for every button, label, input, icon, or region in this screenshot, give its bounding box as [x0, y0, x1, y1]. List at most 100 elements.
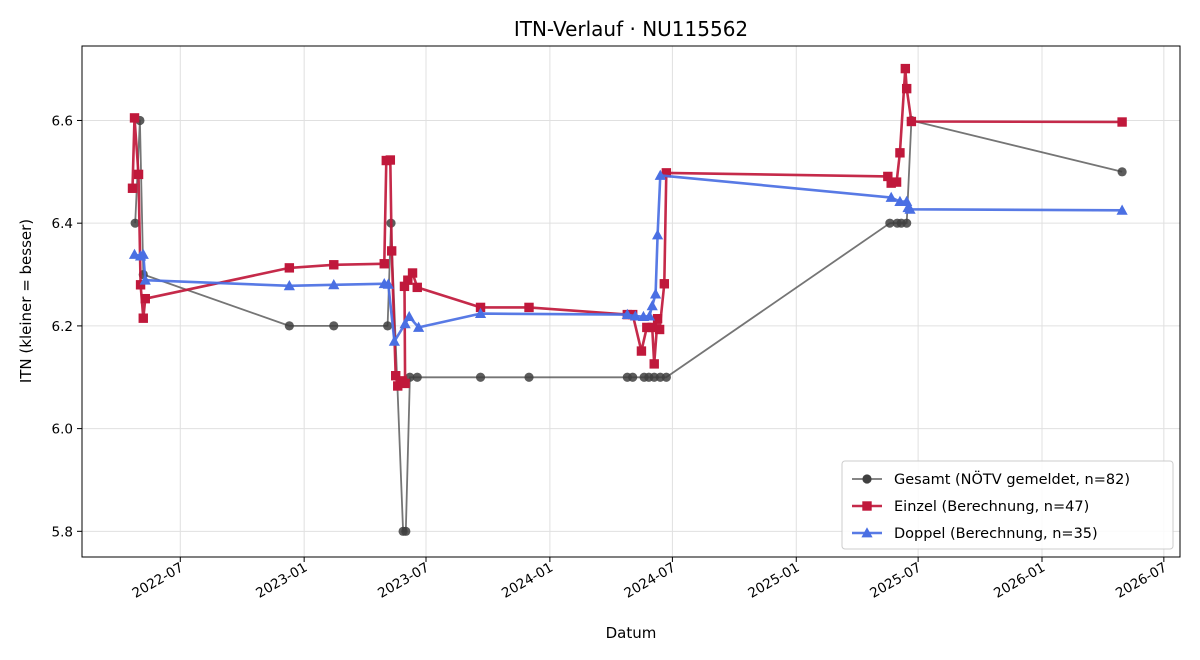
data-point — [906, 116, 917, 127]
y-axis-label: ITN (kleiner = besser) — [17, 219, 35, 383]
y-tick-label: 6.0 — [52, 422, 73, 438]
data-point — [654, 324, 665, 335]
data-point — [391, 371, 401, 381]
data-point — [646, 300, 658, 311]
data-point — [649, 359, 659, 369]
data-point — [127, 183, 138, 193]
data-point — [651, 229, 664, 240]
data-point — [328, 279, 340, 290]
data-point — [654, 169, 666, 180]
data-point — [140, 293, 150, 304]
data-point — [407, 268, 418, 278]
data-point — [383, 321, 393, 331]
legend-label: Gesamt (NÖTV gemeldet, n=82) — [894, 470, 1130, 488]
data-point — [883, 171, 893, 182]
data-point — [885, 218, 895, 228]
data-point — [385, 155, 396, 165]
data-point — [401, 526, 411, 536]
data-point — [474, 307, 487, 318]
data-point — [900, 63, 911, 74]
series-triangle — [128, 169, 1128, 346]
data-point — [628, 372, 638, 382]
data-point — [137, 248, 149, 259]
data-point — [895, 148, 905, 158]
x-tick-label: 2024-01 — [499, 560, 556, 602]
plot-frame — [81, 45, 1181, 558]
legend-marker — [862, 501, 872, 511]
data-point — [386, 246, 397, 256]
data-point — [413, 321, 425, 332]
data-point — [284, 263, 295, 273]
data-point — [524, 372, 534, 382]
data-point — [379, 259, 389, 269]
data-point — [284, 321, 294, 331]
data-point — [382, 278, 394, 289]
data-point — [133, 169, 144, 180]
series-line — [131, 67, 1123, 388]
data-point — [403, 275, 413, 285]
data-point — [636, 346, 647, 356]
x-tick-label: 2023-01 — [253, 560, 310, 602]
data-point — [886, 178, 896, 188]
y-tick-label: 6.4 — [52, 216, 73, 232]
y-tick-label: 5.8 — [52, 524, 73, 540]
data-point — [130, 218, 140, 228]
legend-marker — [861, 527, 873, 538]
legend-label: Einzel (Berechnung, n=47) — [894, 499, 1089, 515]
legend: Gesamt (NÖTV gemeldet, n=82) Einzel (Bere… — [841, 460, 1174, 550]
x-tick-label: 2025-07 — [867, 560, 924, 602]
data-point — [399, 318, 411, 329]
data-point — [661, 372, 671, 382]
data-point — [129, 113, 140, 123]
chart-title: ITN-Verlauf · NU115562 — [514, 17, 748, 41]
data-point — [652, 314, 663, 324]
data-point — [659, 279, 670, 289]
data-point — [885, 191, 897, 202]
legend-label: Doppel (Berechnung, n=35) — [894, 526, 1098, 542]
data-point — [891, 177, 902, 187]
data-point — [388, 335, 400, 346]
data-point — [621, 308, 633, 319]
data-point — [399, 281, 410, 292]
x-tick-label: 2023-07 — [375, 560, 432, 602]
x-tick-label: 2026-07 — [1113, 560, 1170, 602]
data-point — [139, 274, 151, 285]
x-tick-label: 2025-01 — [745, 560, 802, 602]
data-point — [475, 372, 486, 382]
y-tick-label: 6.6 — [52, 113, 73, 129]
data-point — [643, 310, 656, 321]
data-point — [400, 378, 410, 389]
data-point — [412, 372, 422, 382]
data-point — [403, 310, 415, 322]
data-point — [901, 195, 913, 207]
data-point — [393, 381, 403, 391]
data-point — [904, 203, 916, 214]
data-point — [629, 310, 641, 321]
data-point — [475, 302, 486, 313]
data-point — [649, 288, 662, 299]
legend-box — [841, 460, 1174, 550]
data-point — [1117, 117, 1127, 127]
x-tick-label: 2024-07 — [622, 560, 679, 602]
data-point — [901, 83, 912, 94]
data-point — [642, 322, 652, 333]
legend-marker — [862, 474, 872, 484]
x-tick-label: 2026-01 — [991, 560, 1048, 602]
data-point — [902, 218, 912, 228]
series-square — [127, 63, 1127, 391]
x-axis-label: Datum — [606, 624, 657, 642]
data-point — [647, 322, 657, 333]
y-tick-label: 6.2 — [52, 319, 73, 335]
data-point — [329, 260, 339, 270]
series-layer — [127, 63, 1128, 536]
data-point — [1116, 204, 1128, 215]
x-tick-label: 2022-07 — [129, 560, 186, 602]
data-point — [138, 313, 148, 323]
series-circle — [130, 115, 1127, 536]
data-point — [329, 321, 339, 331]
data-point — [524, 302, 534, 313]
data-point — [412, 282, 422, 293]
data-point — [661, 168, 672, 178]
data-point — [135, 280, 146, 290]
